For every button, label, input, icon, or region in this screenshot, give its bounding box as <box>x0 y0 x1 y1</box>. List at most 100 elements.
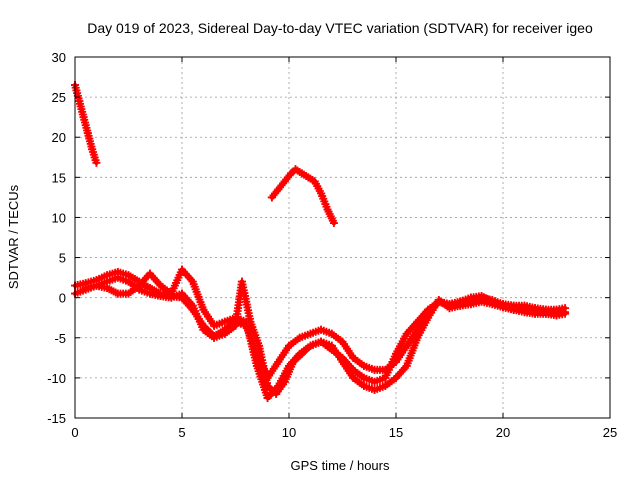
y-tick-label: -15 <box>47 411 66 426</box>
data-point <box>289 357 298 366</box>
y-tick-label: 20 <box>52 130 66 145</box>
data-point <box>188 301 197 310</box>
data-point <box>156 281 165 290</box>
data-point <box>306 329 315 338</box>
data-point <box>263 381 272 390</box>
data-point <box>402 329 411 338</box>
data-point <box>210 333 219 342</box>
data-point <box>392 349 400 358</box>
data-point <box>317 189 326 198</box>
data-point <box>499 301 507 310</box>
y-tick-label: 15 <box>52 170 66 185</box>
data-point <box>424 305 433 314</box>
data-point <box>327 345 336 354</box>
data-point <box>338 353 347 362</box>
data-point <box>178 289 186 298</box>
data-point <box>88 145 97 154</box>
data-point <box>392 373 400 382</box>
data-point <box>237 277 246 286</box>
data-point <box>310 177 319 186</box>
data-point <box>434 297 443 306</box>
x-tick-label: 5 <box>178 425 185 440</box>
data-point <box>349 353 358 362</box>
data-point <box>167 293 176 302</box>
data-point <box>424 313 433 322</box>
data-point <box>255 341 264 350</box>
data-point <box>370 377 379 386</box>
x-tick-label: 20 <box>496 425 510 440</box>
data-point <box>445 301 454 310</box>
data-point <box>317 325 326 334</box>
data-point <box>381 381 390 390</box>
y-axis-label: SDTVAR / TECUs <box>6 184 21 289</box>
data-point <box>370 385 379 394</box>
data-point <box>317 337 326 346</box>
series-arc-2 <box>267 165 338 228</box>
data-point <box>488 297 497 306</box>
data-point <box>297 169 306 178</box>
data-point <box>466 293 475 302</box>
series-arc-5 <box>81 273 570 398</box>
data-point <box>329 219 338 228</box>
data-point <box>456 297 465 306</box>
chart-title: Day 019 of 2023, Sidereal Day-to-day VTE… <box>87 20 593 36</box>
data-point <box>520 305 529 314</box>
x-tick-label: 15 <box>389 425 403 440</box>
data-point <box>103 277 112 286</box>
data-point <box>272 389 281 398</box>
plot-frame <box>74 56 611 419</box>
data-point <box>477 292 486 301</box>
data-point <box>188 277 197 286</box>
data-point <box>381 373 390 382</box>
data-point <box>280 377 289 386</box>
data-point <box>145 269 154 278</box>
data-point <box>274 357 283 366</box>
series-layer <box>71 81 570 402</box>
data-point <box>297 349 306 358</box>
data-point <box>285 341 293 350</box>
data-point <box>338 337 347 346</box>
data-point <box>323 205 332 214</box>
data-point <box>413 333 422 342</box>
data-point <box>113 289 122 298</box>
data-point <box>359 361 368 370</box>
data-point <box>83 129 92 138</box>
data-point <box>413 317 422 326</box>
data-point <box>113 273 122 282</box>
grid <box>75 57 610 418</box>
series-arc-3 <box>71 267 570 382</box>
data-point <box>561 308 570 317</box>
data-point <box>552 309 561 318</box>
data-point <box>231 321 240 330</box>
data-point <box>531 307 540 316</box>
x-axis-label: GPS time / hours <box>291 458 390 473</box>
series-arc-1 <box>71 81 101 167</box>
data-point <box>370 365 379 374</box>
data-point <box>220 317 229 326</box>
data-point <box>359 381 368 390</box>
data-point <box>541 308 550 317</box>
data-point <box>246 317 255 326</box>
data-point <box>349 373 358 382</box>
y-tick-label: 25 <box>52 90 66 105</box>
data-point <box>304 173 313 182</box>
data-point <box>178 265 186 274</box>
data-point <box>349 365 358 374</box>
data-point <box>156 292 165 301</box>
data-point <box>92 158 101 167</box>
data-point <box>263 393 272 402</box>
data-point <box>124 289 133 298</box>
y-tick-label: -5 <box>54 331 66 346</box>
data-point <box>267 193 276 202</box>
data-point <box>402 361 411 370</box>
data-point <box>327 329 336 338</box>
y-tick-label: 0 <box>59 291 66 306</box>
data-point <box>359 373 368 382</box>
data-point <box>295 333 304 342</box>
y-tick-label: 5 <box>59 251 66 266</box>
x-tick-label: 25 <box>603 425 617 440</box>
data-point <box>75 97 84 106</box>
data-point <box>124 277 133 286</box>
data-point <box>81 284 90 293</box>
